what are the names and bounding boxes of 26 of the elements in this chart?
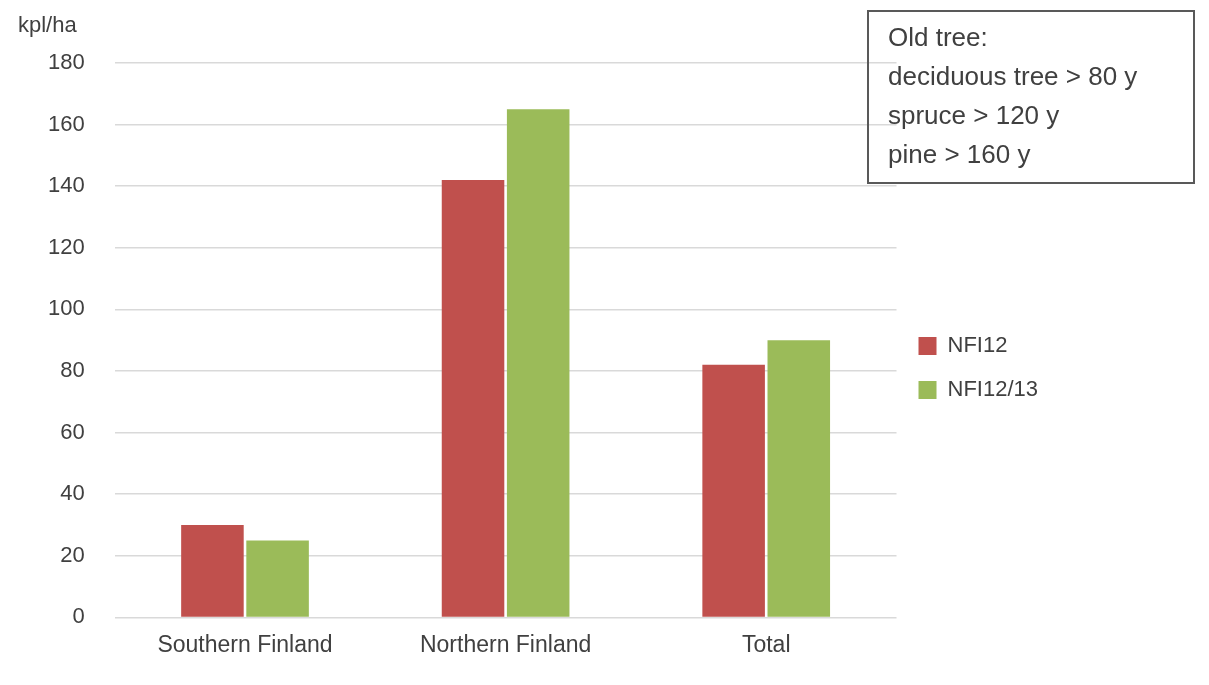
y-tick-label: 0: [72, 603, 85, 629]
y-tick-label: 140: [47, 172, 85, 198]
bar: [181, 525, 244, 617]
legend-label: NFI12/13: [947, 376, 1039, 402]
y-tick-label: 120: [47, 233, 85, 259]
x-tick-label: Southern Finland: [157, 630, 333, 657]
y-tick-label: 80: [60, 357, 85, 383]
y-tick-label: 180: [47, 49, 85, 75]
bar: [246, 540, 309, 617]
annotation: pine > 160 y: [888, 138, 1031, 169]
bar: [506, 109, 570, 617]
annotation: spruce > 120 y: [888, 99, 1060, 130]
annotation: deciduous tree > 80 y: [888, 60, 1138, 91]
y-tick-label: 160: [47, 110, 85, 136]
y-tick-label: 100: [47, 295, 85, 321]
y-tick-label: 60: [60, 418, 85, 444]
text: Old tree:: [888, 21, 988, 52]
legend-label: NFI12: [947, 332, 1008, 358]
bar: [441, 180, 505, 617]
x-tick-label: Northern Finland: [419, 630, 592, 657]
y-axis-title: kpl/ha: [18, 12, 78, 38]
bar: [767, 340, 831, 617]
bar: [702, 364, 765, 617]
y-tick-label: 20: [60, 541, 85, 567]
y-tick-label: 40: [60, 480, 85, 506]
x-tick-label: Total: [741, 630, 791, 657]
